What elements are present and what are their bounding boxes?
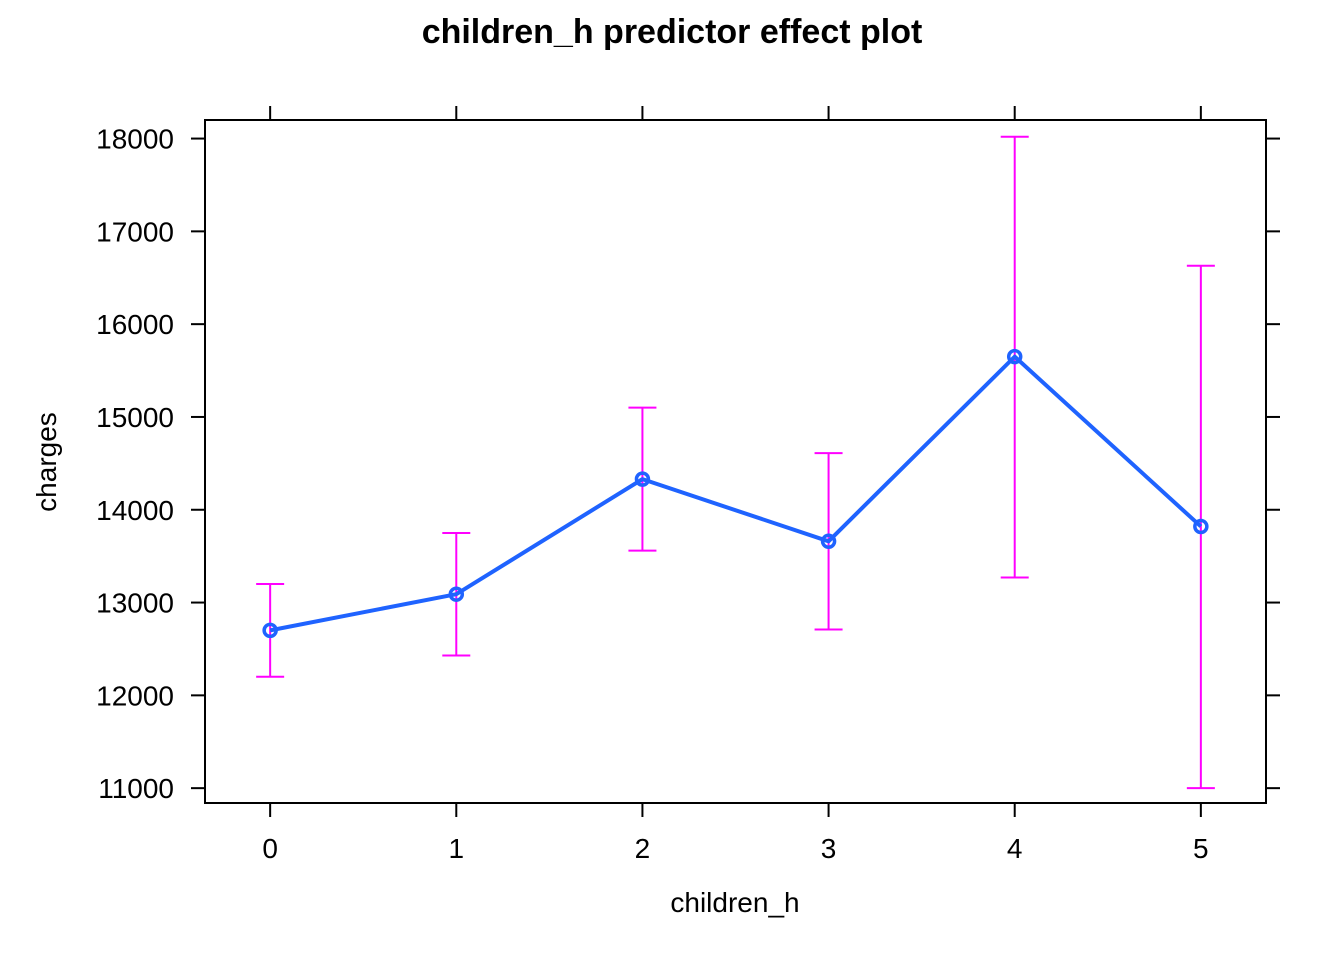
x-tick-label: 1 [449,833,465,864]
x-tick-label: 0 [262,833,278,864]
data-point [1193,518,1209,535]
y-tick-label: 13000 [96,588,174,619]
data-point [1006,348,1023,365]
y-axis-label: charges [31,412,62,512]
data-point [262,622,278,639]
error-bars [256,135,1215,790]
series-line [269,354,1203,633]
x-tick-label: 3 [821,833,837,864]
x-tick-label: 2 [635,833,651,864]
y-tick-label: 12000 [96,680,174,711]
x-tick-label: 4 [1007,833,1023,864]
y-tick-label: 18000 [96,124,174,155]
plot-frame [204,119,1267,804]
chart-title: children_h predictor effect plot [422,13,923,51]
x-axis: 0 1 2 3 4 5 [262,106,1209,864]
data-point [820,533,837,550]
effect-series [262,348,1209,639]
data-point [634,471,651,487]
y-tick-label: 15000 [96,402,174,433]
y-axis: 11000 12000 13000 14000 15000 16000 17000 18000 [96,124,1280,804]
y-tick-label: 17000 [96,216,174,247]
y-tick-label: 14000 [96,495,174,526]
y-tick-label: 16000 [96,309,174,340]
y-tick-label: 11000 [98,773,174,804]
data-point [448,586,465,602]
x-tick-label: 5 [1193,833,1209,864]
x-axis-label: children_h [670,887,799,918]
